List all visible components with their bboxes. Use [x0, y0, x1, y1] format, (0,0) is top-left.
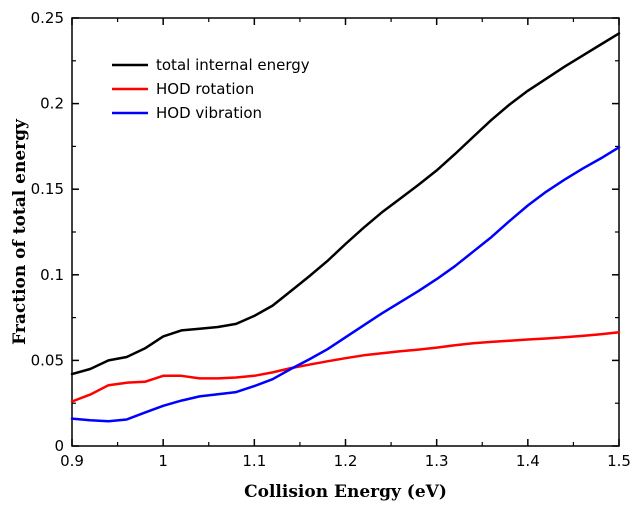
series-line-1 — [70, 330, 621, 403]
y-axis-label: Fraction of total energy — [10, 118, 30, 345]
series-lines — [70, 32, 621, 423]
x-tick-label: 1.5 — [607, 452, 631, 470]
x-tick-label: 0.9 — [60, 452, 84, 470]
x-tick-label: 1.2 — [334, 452, 358, 470]
series-line-0 — [70, 32, 621, 376]
y-axis: 0 0.05 0.1 0.15 0.2 0.25 — [31, 9, 619, 455]
x-axis: 0.9 1 1.1 1.2 1.3 1.4 1.5 — [60, 18, 631, 470]
plot-frame — [71, 17, 620, 447]
x-tick-label: 1.3 — [425, 452, 449, 470]
x-tick-label: 1.4 — [516, 452, 540, 470]
legend-label: total internal energy — [156, 56, 310, 74]
series-line-2 — [70, 146, 621, 423]
y-tick-label: 0.25 — [31, 9, 64, 27]
legend: total internal energy HOD rotation HOD vib… — [112, 56, 310, 122]
y-tick-label: 0.1 — [40, 266, 64, 284]
y-tick-label: 0 — [54, 437, 64, 455]
legend-label: HOD rotation — [156, 80, 254, 98]
plot-area — [71, 17, 620, 447]
legend-label: HOD vibration — [156, 104, 262, 122]
y-tick-label: 0.15 — [31, 180, 64, 198]
x-tick-label: 1 — [158, 452, 168, 470]
y-tick-label: 0.05 — [31, 351, 64, 369]
x-axis-label: Collision Energy (eV) — [244, 482, 447, 502]
y-tick-label: 0.2 — [40, 95, 64, 113]
x-tick-label: 1.1 — [242, 452, 266, 470]
